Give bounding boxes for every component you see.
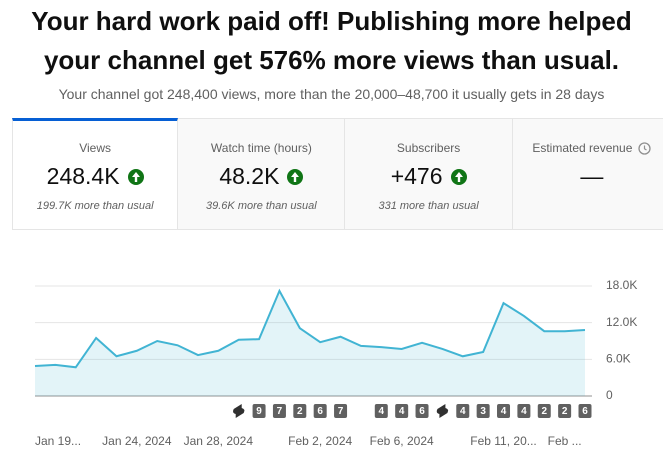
- tab-note: 331 more than usual: [378, 200, 479, 212]
- upload-badge: [415, 404, 429, 418]
- upload-count: 6: [317, 406, 323, 417]
- x-tick-label: Jan 19...: [35, 434, 81, 448]
- up-icon: [450, 168, 467, 185]
- x-tick-label: Jan 28, 2024: [184, 434, 254, 448]
- tab[interactable]: Estimated revenue —: [512, 118, 663, 230]
- tab-value: +476: [390, 163, 443, 189]
- x-tick-label: Feb 2, 2024: [288, 434, 352, 448]
- tab-label: Watch time (hours): [210, 141, 312, 155]
- upload-count: 4: [460, 406, 466, 417]
- upload-badge: [456, 404, 470, 418]
- tab-note: 39.6K more than usual: [206, 200, 317, 212]
- upload-badge: [334, 404, 348, 418]
- upload-count: 6: [419, 406, 425, 417]
- up-icon: [287, 168, 304, 185]
- tab-value: 48.2K: [219, 163, 280, 189]
- x-tick-label: Feb 6, 2024: [370, 434, 434, 448]
- upload-count: 9: [256, 406, 262, 417]
- upload-badge: [272, 404, 286, 418]
- upload-count: 7: [277, 406, 283, 417]
- upload-badge: [517, 404, 531, 418]
- upload-count: 2: [562, 406, 568, 417]
- upload-badge: [476, 404, 490, 418]
- tab-value: —: [580, 163, 604, 189]
- headline: Your hard work paid off! Publishing more…: [31, 6, 632, 36]
- upload-badge: [558, 404, 572, 418]
- x-tick-label: Jan 24, 2024: [102, 434, 172, 448]
- upload-count: 4: [501, 406, 507, 417]
- x-tick-label: Feb 11, 20...: [470, 434, 537, 448]
- upload-badge: [578, 404, 592, 418]
- upload-count: 2: [297, 406, 303, 417]
- up-icon: [127, 168, 144, 185]
- subtitle: Your channel got 248,400 views, more tha…: [58, 86, 605, 102]
- area: [35, 290, 585, 396]
- tab[interactable]: Subscribers +476 331 more than usual: [345, 118, 513, 230]
- upload-count: 7: [338, 406, 344, 417]
- tab-note: 199.7K more than usual: [36, 200, 154, 212]
- line: [34, 288, 586, 369]
- tab[interactable]: Views 248.4K 199.7K more than usual: [12, 118, 179, 230]
- tab-value: 248.4K: [46, 163, 120, 189]
- info-icon: [638, 141, 652, 155]
- upload-badge: [313, 404, 327, 418]
- upload-badge: [252, 404, 266, 418]
- headline: your channel get 576% more views than us…: [43, 45, 620, 75]
- upload-count: 4: [399, 406, 405, 417]
- y-tick-label: 18.0K: [606, 278, 637, 292]
- x-tick-label: Feb ...: [548, 434, 582, 448]
- metric-tabs: Views 248.4K 199.7K more than usual Watc…: [12, 118, 663, 230]
- upload-count: 6: [582, 406, 588, 417]
- tab-label: Views: [79, 141, 112, 155]
- upload-count: 4: [379, 406, 385, 417]
- chart: 0 6.0K 12.0K 18.0K 9 7 2 6 7 4 4 6 4 3 4 4 2 2 6 Jan 19... J…: [34, 278, 637, 448]
- y-tick-label: 6.0K: [606, 352, 631, 366]
- upload-badge: [293, 404, 307, 418]
- tab[interactable]: Watch time (hours) 48.2K 39.6K more than…: [178, 118, 346, 230]
- shorts-icon: [436, 404, 449, 418]
- upload-count: 2: [541, 406, 547, 417]
- upload-badge: [395, 404, 409, 418]
- y-tick-label: 12.0K: [606, 315, 637, 329]
- shorts-icon: [233, 404, 245, 418]
- upload-badge: [497, 404, 511, 418]
- y-tick-label: 0: [606, 388, 613, 402]
- upload-count: 4: [521, 406, 527, 417]
- upload-badge: [537, 404, 551, 418]
- tab-label: Estimated revenue: [532, 141, 633, 155]
- upload-count: 3: [480, 406, 486, 417]
- upload-badge: [374, 404, 388, 418]
- tab-label: Subscribers: [396, 141, 461, 155]
